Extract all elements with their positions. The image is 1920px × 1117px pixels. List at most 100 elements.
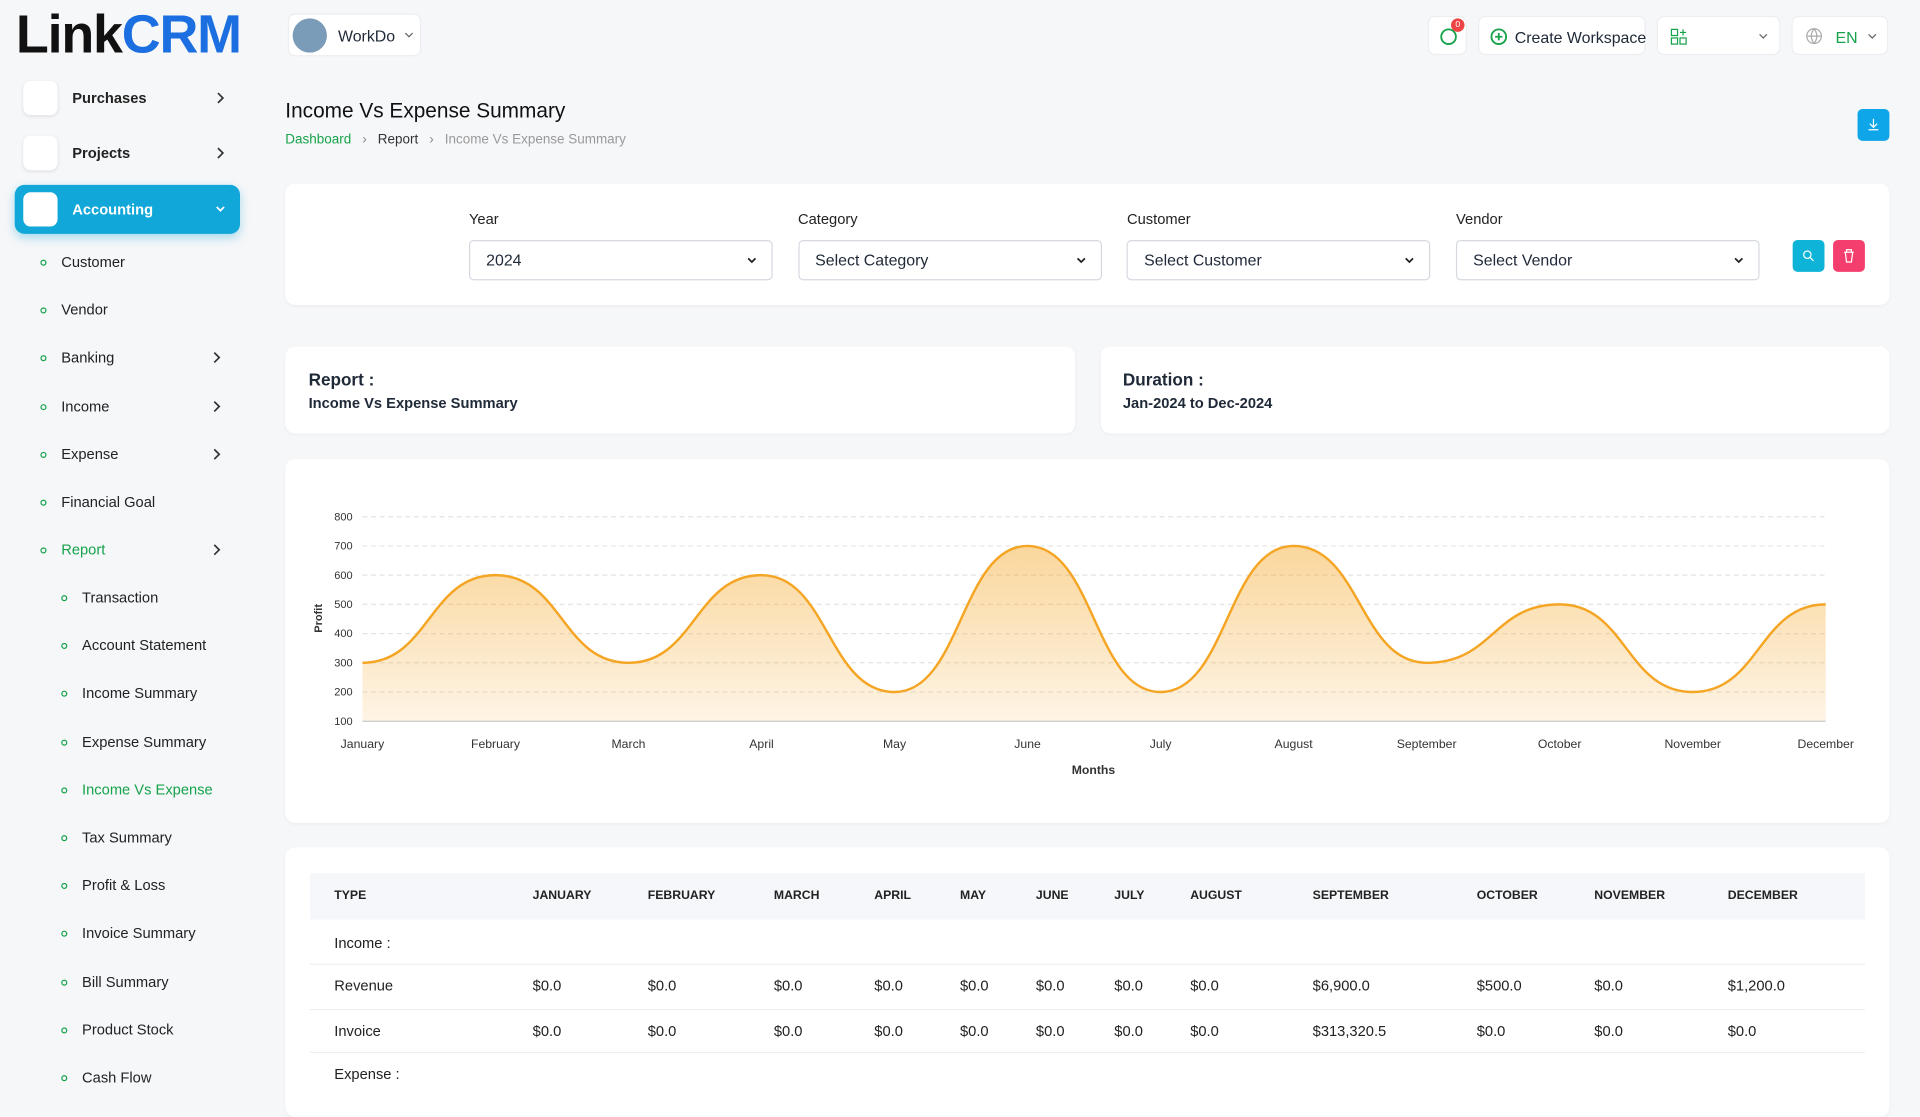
chart: Months Profit 100200300400500600700800Ja… [285, 459, 1889, 823]
info-label: Report : [309, 370, 375, 390]
chevron [1758, 33, 1768, 40]
workspace-switcher[interactable]: WorkDo [288, 13, 421, 56]
x-tick-label: March [611, 737, 645, 751]
filter-label: Year [469, 211, 499, 228]
nav-sub-label[interactable]: Transaction [82, 589, 158, 606]
select-value: 2024 [486, 251, 521, 269]
workspace-name: WorkDo [338, 27, 395, 45]
nav-sub-label[interactable]: Vendor [61, 301, 108, 318]
create-workspace-button[interactable]: Create Workspace [1478, 16, 1646, 55]
table-cell: $0.0 [1190, 977, 1219, 994]
nav-sub-label[interactable]: Report [61, 541, 105, 558]
apps-dropdown[interactable] [1657, 16, 1781, 55]
reset-button[interactable] [1833, 240, 1865, 272]
breadcrumb: Dashboard›Report›Income Vs Expense Summa… [285, 132, 626, 147]
select[interactable]: Select Customer [1127, 240, 1431, 280]
nav-item[interactable]: Projects [15, 129, 240, 178]
nav-sub-label[interactable]: Expense Summary [82, 733, 206, 750]
notification-badge: 0 [1451, 18, 1464, 31]
select-value: Select Vendor [1473, 251, 1572, 269]
column-header: TYPE [334, 889, 366, 902]
nav-dot [61, 787, 67, 793]
filter-label: Customer [1127, 211, 1191, 228]
page-title: Income Vs Expense Summary [285, 99, 565, 123]
logo-part: CRM [122, 5, 241, 65]
chevron [211, 352, 223, 364]
x-tick-label: June [1014, 737, 1041, 751]
chevron [1075, 255, 1087, 267]
nav-sub-label[interactable]: Account Statement [82, 637, 206, 654]
info-value: Income Vs Expense Summary [309, 394, 518, 411]
table-cell: $0.0 [874, 1022, 903, 1039]
x-axis-title: Months [1072, 763, 1116, 777]
messages-button[interactable]: 0 [1428, 16, 1467, 55]
column-header: OCTOBER [1477, 889, 1538, 902]
column-header: DECEMBER [1728, 889, 1798, 902]
info-label: Duration : [1123, 370, 1204, 390]
report-card: Report : Income Vs Expense Summary [285, 347, 1075, 434]
nav-item[interactable]: Purchases [15, 73, 240, 122]
nav-dot [61, 691, 67, 697]
language-dropdown[interactable]: EN [1791, 16, 1888, 55]
nav-sub-label[interactable]: Bill Summary [82, 973, 169, 990]
nav-label: Purchases [72, 89, 146, 106]
table-cell: $0.0 [960, 977, 989, 994]
select[interactable]: Select Category [798, 240, 1102, 280]
app: LinkCRM WorkDo 0 Create Workspace EN Pur… [0, 0, 1920, 1080]
row-divider [310, 1009, 1865, 1010]
chevron [1404, 255, 1416, 267]
nav-sub-label[interactable]: Financial Goal [61, 493, 155, 510]
nav-sub-label[interactable]: Product Stock [82, 1021, 173, 1038]
nav-sub-label[interactable]: Profit & Loss [82, 877, 165, 894]
nav-sub-label[interactable]: Income Vs Expense [82, 781, 213, 798]
table-cell: $0.0 [1190, 1022, 1219, 1039]
plus-icon [1490, 28, 1507, 45]
search-button[interactable] [1793, 240, 1825, 272]
breadcrumb-link[interactable]: Report [378, 132, 418, 147]
chevron [214, 147, 226, 159]
select[interactable]: Select Vendor [1456, 240, 1760, 280]
nav-sub-label[interactable]: Customer [61, 253, 125, 270]
nav-sub-label[interactable]: Income [61, 397, 109, 414]
row-divider [310, 964, 1865, 965]
select[interactable]: 2024 [469, 240, 773, 280]
table-cell: $0.0 [533, 977, 562, 994]
y-tick-label: 600 [334, 570, 352, 582]
breadcrumb-link[interactable]: Dashboard [285, 132, 351, 147]
button-label: Create Workspace [1515, 28, 1647, 46]
area-fill [362, 546, 1825, 721]
download-icon [1867, 118, 1879, 133]
table-cell: $0.0 [1594, 1022, 1623, 1039]
x-tick-label: November [1664, 737, 1720, 751]
table-cell: $0.0 [1036, 977, 1065, 994]
select-value: Select Customer [1144, 251, 1262, 269]
nav-item[interactable]: Accounting [15, 185, 240, 234]
download-button[interactable] [1858, 109, 1890, 141]
page: LinkCRM WorkDo 0 Create Workspace EN Pur… [0, 0, 1920, 1080]
nav-sub-label[interactable]: Invoice Summary [82, 925, 196, 942]
chevron [404, 32, 414, 39]
logo[interactable]: LinkCRM [16, 5, 241, 66]
nav-sub-label[interactable]: Tax Summary [82, 829, 172, 846]
chart-card: Months Profit 100200300400500600700800Ja… [285, 459, 1889, 823]
nav-icon [23, 136, 57, 170]
y-axis-title: Profit [313, 604, 325, 633]
nav-icon [23, 81, 57, 115]
nav-sub-label[interactable]: Cash Flow [82, 1069, 151, 1086]
chevron [214, 203, 226, 215]
table-cell: $313,320.5 [1313, 1022, 1387, 1039]
nav-sub-label[interactable]: Expense [61, 445, 118, 462]
table-cell: $0.0 [774, 977, 803, 994]
nav-sub-label[interactable]: Banking [61, 349, 114, 366]
chevron [211, 448, 223, 460]
x-tick-label: May [883, 737, 907, 751]
y-tick-label: 300 [334, 657, 352, 669]
x-tick-label: April [749, 737, 773, 751]
y-tick-label: 100 [334, 716, 352, 728]
nav-sub-label[interactable]: Income Summary [82, 685, 197, 702]
x-tick-label: December [1797, 737, 1853, 751]
x-tick-label: August [1275, 737, 1314, 751]
workspace-avatar [293, 18, 327, 52]
table-cell: $0.0 [1114, 977, 1143, 994]
column-header: MAY [960, 889, 986, 902]
